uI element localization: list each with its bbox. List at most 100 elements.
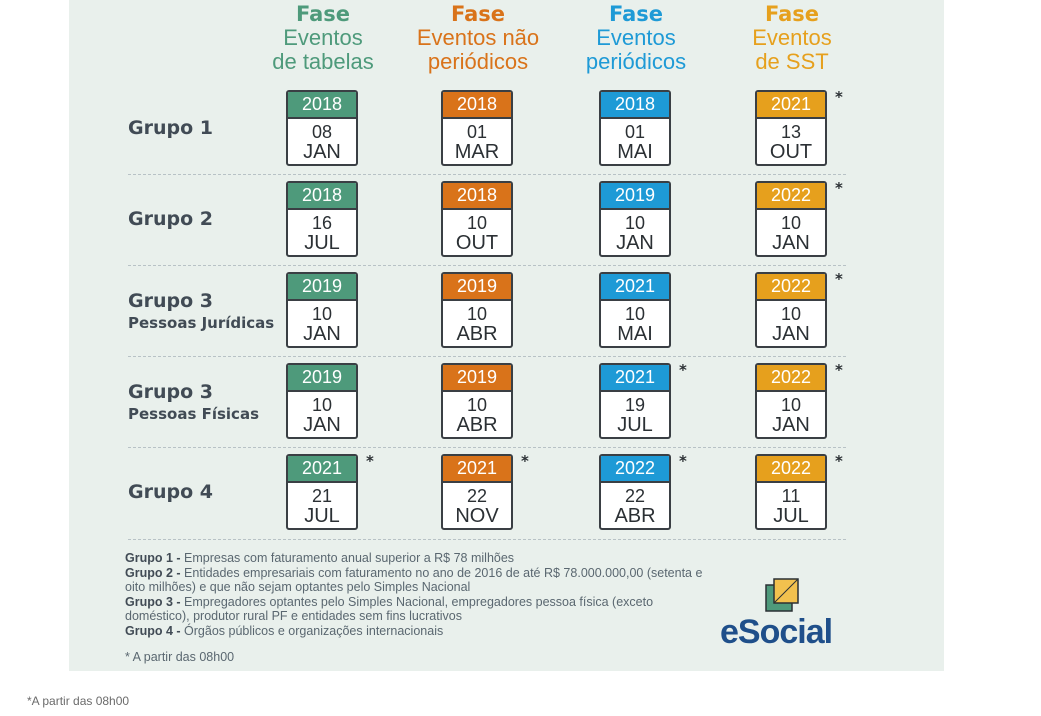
calendar-year: 2019 bbox=[443, 274, 511, 301]
calendar-date: 2021 19 JUL bbox=[599, 363, 671, 439]
legend-item: Grupo 3 - Empregadores optantes pelo Sim… bbox=[125, 594, 654, 624]
calendar-year: 2019 bbox=[288, 365, 356, 392]
calendar-date: 2022 10 JAN bbox=[755, 181, 827, 257]
calendar-month: JAN bbox=[303, 414, 341, 436]
calendar-year: 2019 bbox=[601, 183, 669, 210]
legend-item: Grupo 4 - Órgãos públicos e organizações… bbox=[125, 623, 444, 638]
calendar-month: ABR bbox=[456, 323, 498, 345]
asterisk-marker: * bbox=[835, 270, 843, 288]
column-title-line: Eventos bbox=[596, 25, 676, 50]
calendar-date: 2021 13 OUT bbox=[755, 90, 827, 166]
calendar-year: 2021 bbox=[443, 456, 511, 483]
calendar-day: 10 bbox=[466, 395, 488, 415]
calendar-date: 2021 21 JUL bbox=[286, 454, 358, 530]
calendar-day: 22 bbox=[466, 486, 488, 506]
calendar-year: 2021 bbox=[757, 92, 825, 119]
calendar-date: 2018 16 JUL bbox=[286, 181, 358, 257]
column-header: Fase Eventos não periódicos bbox=[398, 2, 558, 74]
column-header: Fase Eventos de SST bbox=[712, 2, 872, 74]
calendar-year: 2018 bbox=[601, 92, 669, 119]
calendar-year: 2018 bbox=[288, 183, 356, 210]
calendar-month: JUL bbox=[773, 505, 809, 527]
column-phase: Fase bbox=[295, 2, 351, 26]
calendar-date: 2022 22 ABR bbox=[599, 454, 671, 530]
calendar-day: 11 bbox=[781, 486, 801, 506]
calendar-month: JAN bbox=[772, 414, 810, 436]
esocial-logo: eSocial bbox=[720, 575, 845, 655]
asterisk-marker: * bbox=[679, 452, 687, 470]
calendar-day: 10 bbox=[780, 395, 802, 415]
calendar-day: 10 bbox=[780, 213, 802, 233]
row-divider bbox=[128, 356, 846, 357]
calendar-day: 10 bbox=[624, 304, 646, 324]
calendar-day: 08 bbox=[311, 122, 333, 142]
calendar-date: 2019 10 ABR bbox=[441, 272, 513, 348]
calendar-month: MAR bbox=[454, 141, 500, 163]
asterisk-marker: * bbox=[835, 179, 843, 197]
calendar-year: 2018 bbox=[443, 92, 511, 119]
calendar-day: 10 bbox=[466, 304, 488, 324]
calendar-year: 2022 bbox=[601, 456, 669, 483]
calendar-month: NOV bbox=[455, 505, 499, 527]
row-divider bbox=[128, 265, 846, 266]
row-divider bbox=[128, 539, 846, 540]
calendar-day: 21 bbox=[311, 486, 333, 506]
calendar-year: 2021 bbox=[601, 365, 669, 392]
calendar-month: JUL bbox=[304, 232, 340, 254]
calendar-month: JAN bbox=[772, 323, 810, 345]
calendar-date: 2022 11 JUL bbox=[755, 454, 827, 530]
column-phase: Fase bbox=[608, 2, 664, 26]
calendar-date: 2018 08 JAN bbox=[286, 90, 358, 166]
column-title-line: periódicos bbox=[585, 49, 687, 74]
asterisk-marker: * bbox=[835, 361, 843, 379]
asterisk-marker: * bbox=[835, 88, 843, 106]
calendar-year: 2022 bbox=[757, 365, 825, 392]
calendar-month: ABR bbox=[456, 414, 498, 436]
column-title-line: periódicos bbox=[427, 49, 529, 74]
calendar-month: MAI bbox=[617, 141, 653, 163]
column-title-line: Eventos bbox=[752, 25, 832, 50]
legend: Grupo 1 - Empresas com faturamento anual… bbox=[125, 551, 715, 638]
footnote-outside: *A partir das 08h00 bbox=[27, 694, 130, 708]
calendar-day: 22 bbox=[624, 486, 646, 506]
column-title-line: Eventos bbox=[283, 25, 363, 50]
column-header: Fase Eventos de tabelas bbox=[243, 2, 403, 74]
calendar-year: 2018 bbox=[443, 183, 511, 210]
calendar-day: 19 bbox=[624, 395, 646, 415]
logo-text: eSocial bbox=[720, 613, 833, 651]
calendar-year: 2022 bbox=[757, 274, 825, 301]
row-label: Grupo 3 Pessoas Jurídicas bbox=[128, 290, 274, 332]
calendar-month: OUT bbox=[769, 141, 813, 163]
logo-icon bbox=[765, 578, 799, 612]
calendar-month: MAI bbox=[617, 323, 653, 345]
asterisk-marker: * bbox=[835, 452, 843, 470]
group-subtitle: Pessoas Jurídicas bbox=[128, 314, 275, 332]
row-label: Grupo 3 Pessoas Físicas bbox=[128, 381, 259, 423]
calendar-date: 2019 10 JAN bbox=[286, 363, 358, 439]
calendar-date: 2018 10 OUT bbox=[441, 181, 513, 257]
calendar-date: 2022 10 JAN bbox=[755, 272, 827, 348]
calendar-day: 10 bbox=[624, 213, 646, 233]
column-title-line: Eventos não bbox=[416, 25, 540, 50]
calendar-date: 2022 10 JAN bbox=[755, 363, 827, 439]
calendar-year: 2022 bbox=[757, 183, 825, 210]
row-divider bbox=[128, 447, 846, 448]
calendar-day: 10 bbox=[311, 395, 333, 415]
calendar-month: JUL bbox=[304, 505, 340, 527]
calendar-month: JAN bbox=[303, 323, 341, 345]
calendar-date: 2019 10 JAN bbox=[599, 181, 671, 257]
asterisk-marker: * bbox=[679, 361, 687, 379]
group-subtitle: Pessoas Físicas bbox=[128, 405, 260, 423]
legend-item: Grupo 2 - Entidades empresariais com fat… bbox=[125, 565, 703, 595]
calendar-day: 13 bbox=[780, 122, 802, 142]
calendar-year: 2019 bbox=[288, 274, 356, 301]
calendar-date: 2021 22 NOV bbox=[441, 454, 513, 530]
column-phase: Fase bbox=[450, 2, 506, 26]
calendar-year: 2021 bbox=[288, 456, 356, 483]
asterisk-marker: * bbox=[521, 452, 529, 470]
calendar-day: 16 bbox=[311, 213, 333, 233]
column-phase: Fase bbox=[764, 2, 820, 26]
calendar-year: 2018 bbox=[288, 92, 356, 119]
calendar-month: JAN bbox=[616, 232, 654, 254]
calendar-day: 10 bbox=[311, 304, 333, 324]
